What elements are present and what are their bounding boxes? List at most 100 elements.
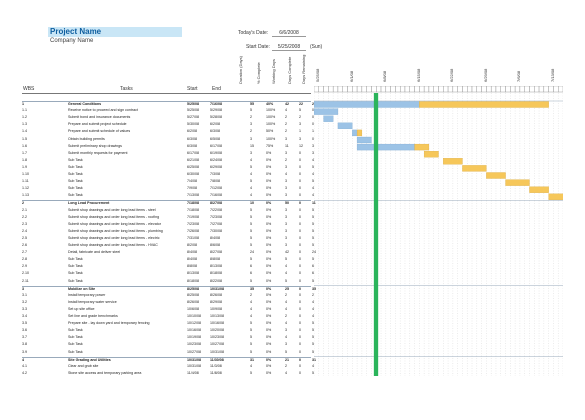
- cell-dur: 5: [250, 235, 252, 240]
- task-row[interactable]: 3.8 Sub Task 10/23/08 10/27/08 5 0% 3 0 5: [22, 342, 314, 347]
- cell-dr: 4: [312, 306, 314, 311]
- cell-end: 8/27/08: [210, 250, 222, 255]
- cell-wd: 3: [285, 228, 287, 233]
- cell-pct: 0%: [266, 164, 272, 169]
- cell-wbs: 4: [22, 357, 24, 362]
- task-row[interactable]: 1.7 Submit monthly requests for payment 6/…: [22, 150, 314, 156]
- phase-row[interactable]: 3 Mobilize on Site 8/25/08 10/31/08 35 0% 25 0 3…: [22, 285, 316, 292]
- day-header-cell: [467, 86, 473, 93]
- task-row[interactable]: 1.9 Sub Task 6/25/08 6/29/08 5 0% 3 0 5: [22, 164, 314, 170]
- task-row[interactable]: 1.1 Receive notice to proceed and sign co…: [22, 108, 314, 113]
- cell-wbs: 1.13: [22, 193, 29, 198]
- cell-end: 11/8/08: [210, 370, 222, 375]
- cell-pct: 100%: [266, 136, 276, 141]
- cell-start: 6/3/08: [187, 143, 197, 148]
- cell-dr: 0: [312, 115, 314, 120]
- task-row[interactable]: 3.6 Sub Task 10/16/08 10/20/08 5 0% 3 0 5: [22, 328, 314, 333]
- cell-pct: 0%: [266, 264, 272, 269]
- cell-task: Submit shop drawings and order long lead…: [68, 207, 156, 212]
- day-header-cell: [519, 86, 525, 93]
- todays-date-value[interactable]: 6/6/2008: [272, 30, 306, 37]
- cell-wd: 3: [285, 235, 287, 240]
- cell-dc: 1: [299, 129, 301, 134]
- col-wbs: WBS: [23, 86, 35, 92]
- task-row[interactable]: 2.8 Sub Task 8/4/08 8/8/08 5 0% 5 0 5: [22, 257, 314, 262]
- task-row[interactable]: 1.12 Sub Task 7/9/08 7/12/08 4 0% 3 0 4: [22, 186, 314, 191]
- day-header-cell: [337, 86, 343, 93]
- task-row[interactable]: 3.2 Install temporary water service 8/26/0…: [22, 299, 314, 305]
- timeline-date-label: 6/22/08: [449, 68, 455, 82]
- task-row[interactable]: 1.2 Submit bond and insurance documents 5/…: [22, 115, 314, 120]
- cell-dr: 5: [312, 228, 314, 233]
- task-row[interactable]: 1.4 Prepare and submit schedule of values…: [22, 129, 314, 134]
- cell-start: 6/17/08: [187, 150, 199, 155]
- cell-pct: 0%: [266, 221, 272, 226]
- cell-wbs: 2.8: [22, 257, 27, 262]
- task-row[interactable]: 4.2 Stone site access and temporary parki…: [22, 370, 314, 376]
- day-header-cell: [438, 86, 444, 93]
- task-row[interactable]: 4.1 Clear and grub site 10/31/08 11/3/08 4 0%…: [22, 363, 314, 369]
- cell-wbs: 3.9: [22, 349, 27, 354]
- task-row[interactable]: 2.3 Submit shop drawings and order long l…: [22, 221, 314, 227]
- task-row[interactable]: 3.4 Set line and grade benchmarks 10/10/08…: [22, 314, 314, 319]
- timeline-date-label: 6/15/08: [415, 68, 421, 82]
- gantt-bar-complete: [356, 143, 415, 151]
- task-row[interactable]: 1.6 Submit preliminary shop drawings 6/3/0…: [22, 143, 314, 149]
- cell-wbs: 1.9: [22, 164, 27, 169]
- task-row[interactable]: 2.11 Sub Task 8/18/08 8/22/08 5 0% 5 0 5: [22, 278, 314, 284]
- start-date-value[interactable]: 5/25/2008: [272, 44, 306, 51]
- project-name[interactable]: Project Name: [50, 27, 102, 36]
- task-row[interactable]: 1.10 Sub Task 6/30/08 7/3/08 4 0% 4 0 4: [22, 172, 314, 177]
- cell-dur: 24: [250, 250, 254, 255]
- phase-row[interactable]: 4 Site Grading and Utilities 10/31/08 11/30…: [22, 356, 316, 363]
- task-row[interactable]: 2.1 Submit shop drawings and order long l…: [22, 207, 314, 213]
- cell-pct: 0%: [266, 235, 272, 240]
- cell-dr: 5: [312, 164, 314, 169]
- task-row[interactable]: 2.7 Detail, fabricate and deliver steel 8/…: [22, 250, 316, 255]
- company-name[interactable]: Company Name: [50, 38, 94, 44]
- task-row[interactable]: 1.5 Obtain building permits 6/3/08 6/5/08 3 1…: [22, 136, 314, 142]
- cell-wd: 3: [285, 150, 287, 155]
- cell-wd: 5: [285, 349, 287, 354]
- task-row[interactable]: 2.5 Submit shop drawings and order long l…: [22, 235, 314, 241]
- cell-end: 10/31/08: [210, 349, 224, 354]
- cell-wbs: 3.3: [22, 306, 27, 311]
- cell-start: 7/26/08: [187, 228, 199, 233]
- task-row[interactable]: 3.1 Install temporary power 8/25/08 8/26/08…: [22, 293, 314, 298]
- task-row[interactable]: 2.4 Submit shop drawings and order long l…: [22, 228, 314, 234]
- task-row[interactable]: 1.11 Sub Task 7/4/08 7/8/08 5 0% 3 0 5: [22, 179, 314, 184]
- cell-start: 10/10/08: [187, 314, 201, 318]
- task-row[interactable]: 3.3 Set up site office 10/6/08 10/9/08 4 0% 4 0…: [22, 306, 314, 312]
- phase-row[interactable]: 2 Long Lead Procurement 7/18/08 8/27/08 10 0%…: [22, 200, 316, 206]
- task-row[interactable]: 3.5 Prepare site - lay down yard and temp…: [22, 321, 314, 326]
- task-row[interactable]: 2.2 Submit shop drawings and order long l…: [22, 215, 314, 220]
- cell-dr: 24: [312, 250, 316, 255]
- cell-pct: 100%: [266, 108, 276, 113]
- task-row[interactable]: 1.3 Prepare and submit project schedule 5/…: [22, 122, 314, 127]
- task-row[interactable]: 3.7 Sub Task 10/19/08 10/23/08 5 0% 4 0 5: [22, 335, 314, 340]
- cell-end: 7/3/08: [210, 172, 220, 176]
- task-row[interactable]: 2.6 Submit shop drawings and order long l…: [22, 243, 314, 248]
- task-row[interactable]: 1.13 Sub Task 7/13/08 7/16/08 4 0% 3 0 4: [22, 193, 314, 198]
- cell-end: 6/29/08: [210, 164, 222, 169]
- cell-wd: 4: [285, 370, 287, 375]
- cell-dur: 4: [250, 363, 252, 368]
- cell-task: Sub Task: [68, 278, 83, 283]
- day-header-cell: [404, 86, 410, 93]
- cell-end: 6/5/08: [210, 136, 220, 141]
- task-row[interactable]: 2.9 Sub Task 8/8/08 8/13/08 6 0% 4 0 6: [22, 264, 314, 269]
- cell-dc: 0: [299, 257, 301, 262]
- cell-end: 10/16/08: [210, 321, 224, 326]
- cell-start: 10/27/08: [187, 349, 201, 354]
- cell-task: Prepare and submit project schedule: [68, 122, 127, 127]
- task-row[interactable]: 2.10 Sub Task 8/13/08 8/18/08 6 0% 4 0 6: [22, 271, 314, 276]
- cell-pct: 0%: [266, 299, 272, 304]
- day-header-cell: [399, 86, 406, 93]
- phase-row[interactable]: 1 General Conditions 5/25/08 7/16/08 55 40% 42…: [22, 101, 316, 107]
- cell-task: Submit shop drawings and order long lead…: [68, 221, 161, 226]
- task-row[interactable]: 3.9 Sub Task 10/27/08 10/31/08 5 0% 5 0 5: [22, 349, 314, 355]
- gantt-bar-remaining: [505, 179, 530, 186]
- cell-start: 8/25/08: [187, 286, 199, 291]
- task-row[interactable]: 1.8 Sub Task 6/21/08 6/24/08 4 0% 2 0 4: [22, 158, 314, 163]
- cell-dr: 5: [312, 235, 314, 240]
